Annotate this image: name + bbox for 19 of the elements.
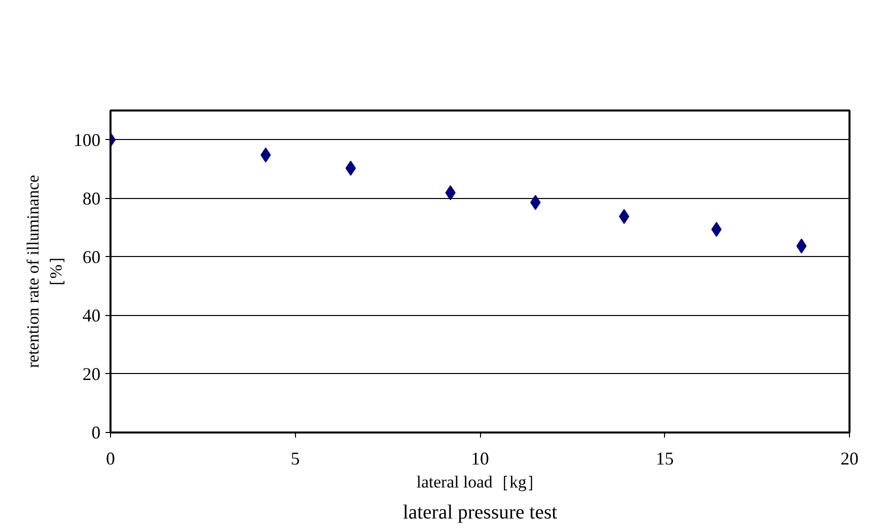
x-axis-title: lateral load［kg］ <box>416 472 544 492</box>
x-tick-label: 15 <box>656 448 674 468</box>
y-tick-label: 0 <box>92 422 100 442</box>
x-tick-label: 5 <box>290 448 300 468</box>
point <box>445 185 456 200</box>
y-tick-label: 60 <box>82 246 100 267</box>
y-tick-label: 100 <box>74 130 100 150</box>
point <box>796 238 807 254</box>
point <box>711 222 722 237</box>
y-tick-label: 20 <box>82 364 100 384</box>
x-tick-label: 0 <box>106 448 115 468</box>
y-axis-title: retention rate of illuminance［%］ <box>24 174 66 368</box>
x-tick-label: 10 <box>471 448 489 468</box>
text: lateral pressure test <box>402 502 558 524</box>
point <box>530 194 541 210</box>
y-tick-label: 80 <box>82 188 100 208</box>
y-tick-label: 40 <box>82 305 100 326</box>
point <box>618 208 630 224</box>
x-tick-label: 20 <box>840 448 858 468</box>
